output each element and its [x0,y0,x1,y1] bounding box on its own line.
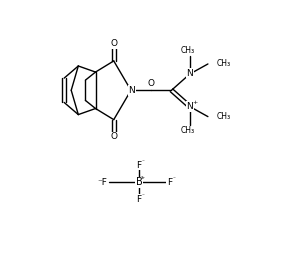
Text: CH₃: CH₃ [217,59,231,68]
Text: CH₃: CH₃ [181,126,195,135]
Text: ³⁺: ³⁺ [141,178,146,183]
Text: ⁻: ⁻ [173,178,175,183]
Text: CH₃: CH₃ [181,46,195,55]
Text: ⁻F: ⁻F [98,178,108,187]
Text: F: F [167,178,172,187]
Text: N: N [129,86,135,95]
Text: O: O [110,132,117,141]
Text: +: + [193,100,198,105]
Text: ⁻: ⁻ [142,160,145,165]
Text: F: F [137,195,142,204]
Text: N: N [186,69,193,78]
Text: O: O [148,79,155,88]
Text: O: O [110,39,117,48]
Text: ⁻: ⁻ [142,195,145,200]
Text: B: B [136,178,142,188]
Text: CH₃: CH₃ [217,112,231,121]
Text: N: N [186,102,193,111]
Text: F: F [137,161,142,170]
